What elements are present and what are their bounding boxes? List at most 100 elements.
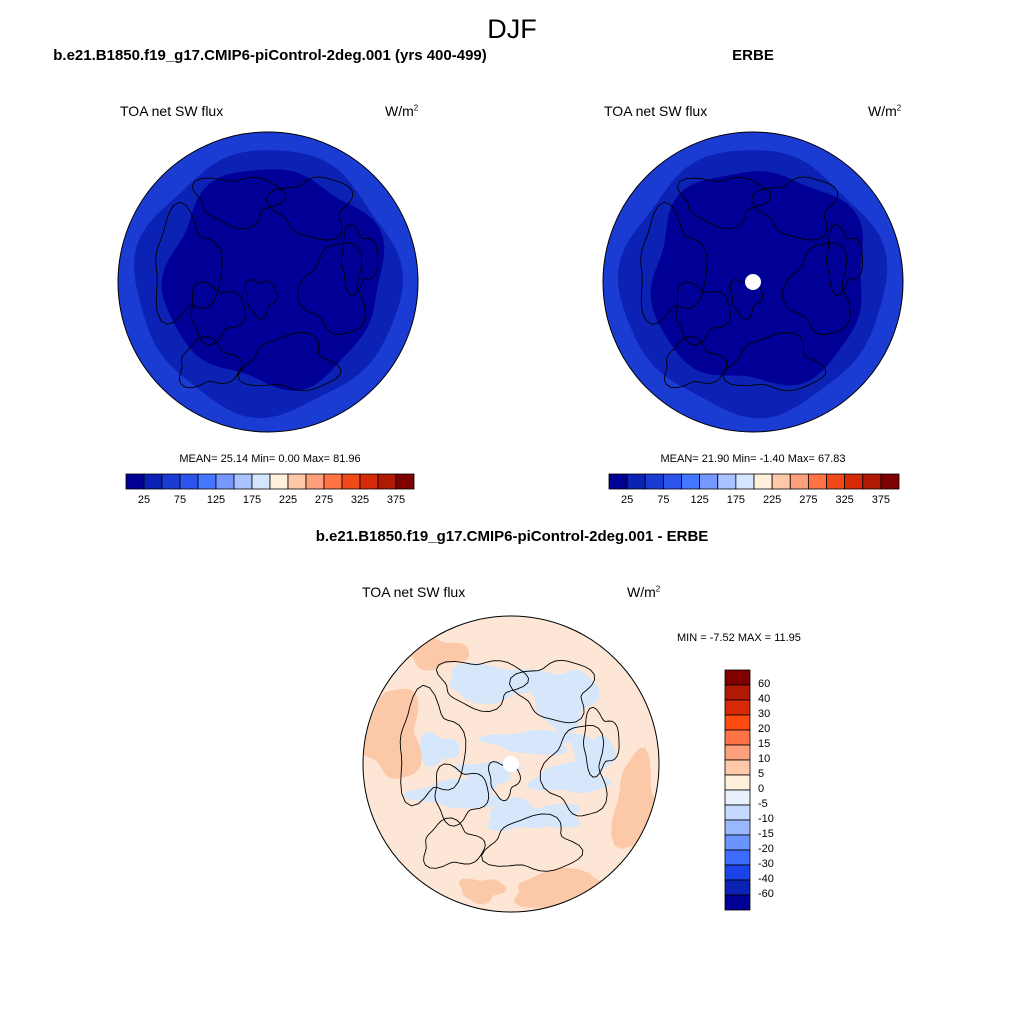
coastline-1 xyxy=(675,281,731,346)
colorbar-box xyxy=(717,473,737,490)
panel-title: b.e21.B1850.f19_g17.CMIP6-piControl-2deg… xyxy=(315,528,709,545)
variable-label: TOA net SW flux xyxy=(604,103,708,119)
negative-anomaly-patch xyxy=(487,797,556,832)
colorbar-tick-label: -30 xyxy=(758,858,774,870)
units-label: W/m2 xyxy=(385,103,419,119)
coastline-3 xyxy=(509,659,596,724)
colorbar-box xyxy=(735,473,755,490)
colorbar-box xyxy=(771,473,791,490)
colorbar-tick-label: 75 xyxy=(657,494,670,506)
coastline-2 xyxy=(676,176,772,230)
colorbar-tick-label: -10 xyxy=(758,813,774,825)
colorbar-box xyxy=(724,864,751,881)
figure-title: DJF xyxy=(487,14,537,44)
colorbar-tick-label: 0 xyxy=(758,783,765,795)
colorbar-box xyxy=(826,473,846,490)
negative-anomaly-patch xyxy=(521,804,581,828)
colorbar-box xyxy=(323,473,343,490)
coastline-4 xyxy=(782,242,851,336)
map-boundary xyxy=(602,131,904,433)
coastline-4 xyxy=(297,242,366,336)
colorbar-tick-label: 275 xyxy=(799,494,818,506)
colorbar-box xyxy=(724,849,751,866)
missing-data-pole xyxy=(745,274,761,290)
colorbar-box xyxy=(880,473,900,490)
panel-title: ERBE xyxy=(732,47,774,64)
polar-map xyxy=(602,131,904,433)
colorbar-tick-label: 20 xyxy=(758,723,771,735)
colorbar-box xyxy=(724,699,751,716)
colorbar xyxy=(608,473,900,490)
panel-title: b.e21.B1850.f19_g17.CMIP6-piControl-2deg… xyxy=(53,47,487,64)
colorbar-box xyxy=(269,473,289,490)
negative-anomaly-patch xyxy=(403,778,504,809)
stats-line: MEAN= 25.14 Min= 0.00 Max= 81.96 xyxy=(179,453,361,465)
colorbar-box xyxy=(341,473,361,490)
map-boundary xyxy=(117,131,419,433)
colorbar-box xyxy=(626,473,646,490)
colorbar-tick-label: -15 xyxy=(758,828,774,840)
coastline-5 xyxy=(237,332,342,392)
units-label: W/m2 xyxy=(627,584,661,600)
colorbar-box xyxy=(724,879,751,896)
negative-anomaly-patch xyxy=(418,731,460,767)
colorbar-box xyxy=(724,789,751,806)
positive-anomaly-patch xyxy=(459,878,507,905)
coastline-0 xyxy=(640,201,708,325)
coastline-5 xyxy=(481,813,584,872)
units-label: W/m2 xyxy=(868,103,902,119)
colorbar-tick-label: 40 xyxy=(758,693,771,705)
colorbar-box xyxy=(608,473,628,490)
colorbar-box xyxy=(197,473,217,490)
colorbar-box xyxy=(359,473,379,490)
coastline-7 xyxy=(826,224,863,296)
negative-anomaly-patch xyxy=(478,729,581,755)
colorbar-tick-label: 375 xyxy=(871,494,891,506)
colorbar-tick-label: 225 xyxy=(278,494,298,506)
field-band-inner xyxy=(161,169,385,391)
colorbar-tick-label: -20 xyxy=(758,843,774,855)
colorbar-box xyxy=(807,473,827,490)
colorbar-tick-label: 375 xyxy=(386,494,406,506)
stats-line: MIN = -7.52 MAX = 11.95 xyxy=(677,632,801,644)
coastline-2 xyxy=(191,176,287,230)
map-boundary xyxy=(362,615,660,913)
coastline-1 xyxy=(190,281,246,346)
colorbar-box xyxy=(724,819,751,836)
colorbar-tick-label: 15 xyxy=(758,738,771,750)
colorbar-box xyxy=(125,473,145,490)
coastline-0 xyxy=(399,684,467,807)
polar-map xyxy=(117,131,419,433)
colorbar-box xyxy=(862,473,882,490)
coastline-5 xyxy=(722,332,827,392)
colorbar-box xyxy=(699,473,719,490)
colorbar-box xyxy=(395,473,415,490)
colorbar-tick-label: 175 xyxy=(726,494,746,506)
colorbar-box xyxy=(287,473,307,490)
colorbar-box xyxy=(789,473,809,490)
colorbar-box xyxy=(143,473,163,490)
colorbar-tick-label: 325 xyxy=(350,494,370,506)
colorbar-box xyxy=(724,759,751,776)
positive-anomaly-patch xyxy=(363,688,422,779)
stats-line: MEAN= 21.90 Min= -1.40 Max= 67.83 xyxy=(660,453,846,465)
polar-map xyxy=(362,615,660,913)
coastline-3 xyxy=(266,176,354,241)
colorbar-box xyxy=(724,774,751,791)
colorbar-tick-label: 75 xyxy=(173,494,187,506)
colorbar-box xyxy=(179,473,199,490)
colorbar-tick-label: -60 xyxy=(758,888,774,900)
coastline-0 xyxy=(155,201,223,325)
colorbar-box xyxy=(215,473,235,490)
colorbar-tick-label: 60 xyxy=(758,678,771,690)
coastline-6 xyxy=(423,817,486,869)
coastline-8 xyxy=(244,279,279,320)
colorbar-box xyxy=(724,834,751,851)
variable-label: TOA net SW flux xyxy=(362,584,466,600)
colorbar-box xyxy=(724,894,751,911)
colorbar xyxy=(724,669,751,911)
colorbar xyxy=(125,473,415,490)
negative-anomaly-patch xyxy=(571,733,616,786)
coastline-3 xyxy=(751,176,839,241)
coastline-1 xyxy=(434,763,490,827)
